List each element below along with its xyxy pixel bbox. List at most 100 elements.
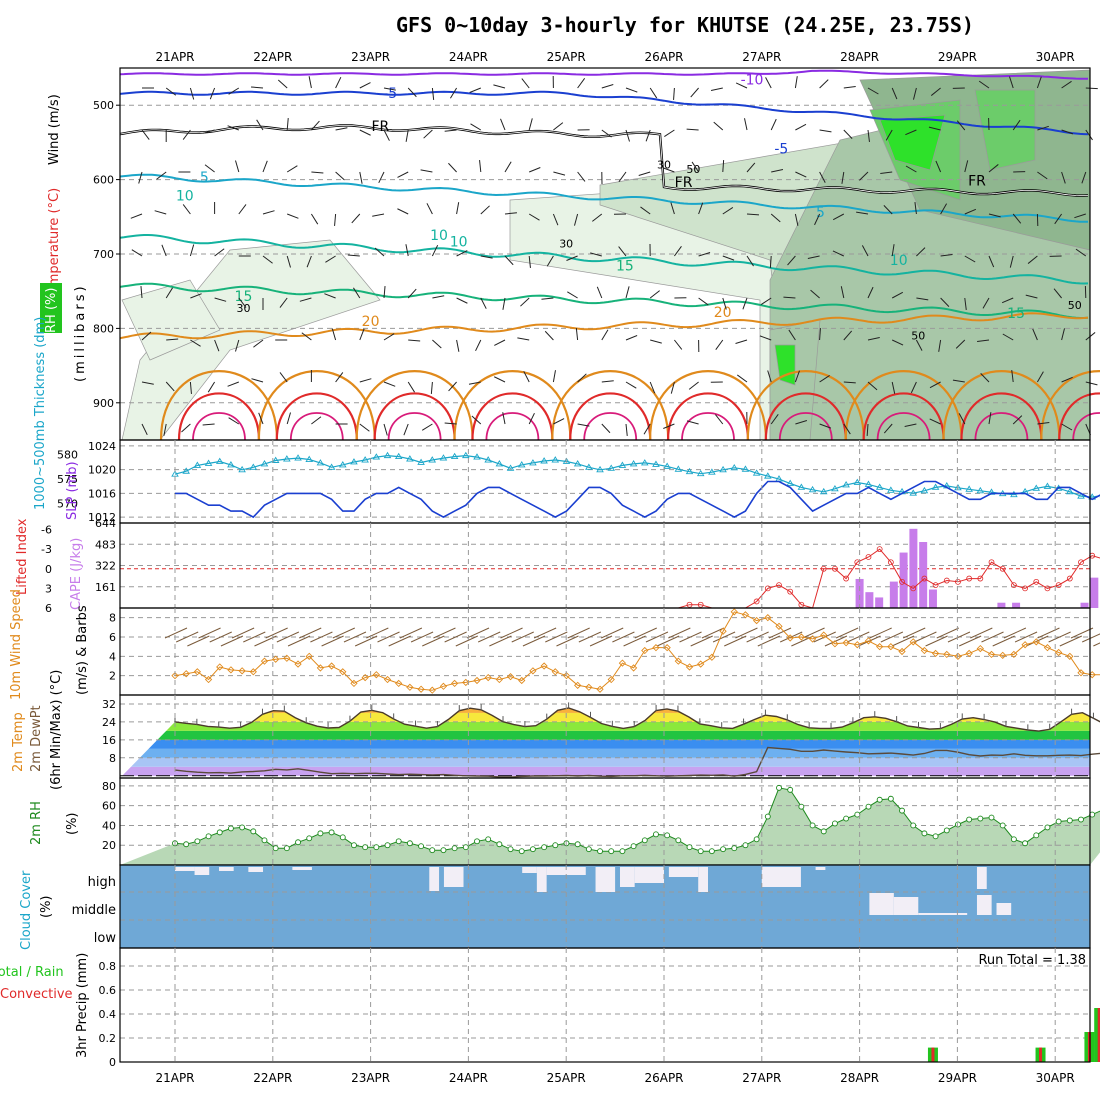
contour-warm-loop — [682, 413, 734, 440]
wind-tick: 8 — [109, 612, 116, 625]
rh-point — [307, 836, 312, 841]
wind-barb — [517, 338, 529, 340]
rh-point — [508, 847, 513, 852]
rh-point — [1023, 841, 1028, 846]
rh2m-label: 2m RH — [29, 801, 44, 845]
wind-barb — [650, 291, 659, 298]
precip-conv-bar — [931, 1048, 934, 1062]
contour-label: 10 — [450, 235, 468, 251]
cape-bar — [890, 582, 898, 608]
rh-point — [195, 839, 200, 844]
precip-tick: 0.2 — [99, 1032, 117, 1045]
wind-barb — [699, 298, 709, 305]
rh-point — [407, 841, 412, 846]
temp-color-band — [120, 686, 1090, 695]
wind-barb-10m — [970, 628, 992, 638]
wind-barb — [311, 214, 317, 224]
wind-barb — [360, 172, 362, 184]
wind-barb — [820, 80, 829, 88]
rh-point — [598, 849, 603, 854]
wind-barb — [626, 130, 630, 141]
wind10m-label: 10m Wind Speed — [9, 589, 24, 700]
li-tick: -3 — [41, 543, 52, 556]
wind-barb — [493, 85, 505, 88]
rh-tick: 40 — [102, 819, 116, 832]
date-tick-top: 26APR — [644, 50, 683, 64]
rh-point — [318, 831, 323, 836]
dew-label-group: 2m DewPt — [29, 705, 44, 772]
slp-labels: 1000~500mb Thickness (dm) — [33, 317, 48, 510]
cape-bar — [997, 603, 1005, 608]
wind-barb — [626, 424, 627, 436]
wind-barb — [844, 87, 856, 88]
cloud-high-block — [219, 867, 234, 871]
cloud-level-label: high — [88, 875, 116, 890]
wind-barb-10m — [747, 632, 769, 642]
rh-point — [530, 847, 535, 852]
wind-barb — [626, 286, 629, 298]
pressure-tick: 800 — [93, 322, 114, 335]
wind-barb — [421, 170, 433, 172]
rh-point — [542, 845, 547, 850]
rh-point — [653, 832, 658, 837]
wind-barb — [650, 88, 657, 98]
wind-barb — [522, 79, 529, 88]
wind-barb — [457, 298, 468, 303]
wind-barb-10m — [322, 636, 344, 646]
cloud-level-label: middle — [72, 903, 116, 918]
rh-point — [575, 842, 580, 847]
wind-barb — [432, 88, 433, 100]
contour-label: 15 — [1007, 306, 1025, 322]
date-tick-top: 24APR — [449, 50, 488, 64]
wind-barb — [360, 83, 371, 88]
wind-barb — [335, 214, 336, 226]
pressure-tick: 700 — [93, 248, 114, 261]
rh-point — [978, 816, 983, 821]
wind-barb — [626, 88, 637, 92]
cloud-high-block — [816, 867, 826, 870]
cape-bar — [875, 597, 883, 608]
cloud-high-block — [444, 867, 464, 887]
cape-bar — [1081, 603, 1089, 608]
wind-barb — [545, 331, 553, 340]
wind-barb — [646, 130, 650, 141]
wind-barb — [287, 412, 290, 424]
wind-barb — [427, 203, 432, 214]
temp-color-band — [120, 731, 1090, 740]
rh-tick: 80 — [102, 780, 116, 793]
rh-point — [374, 845, 379, 850]
cloud-high-block — [429, 867, 439, 891]
minmax-label: (6hr Min/Max) (°C) — [49, 670, 64, 790]
wind-barb-10m — [467, 628, 489, 638]
precip-tick: 0.4 — [99, 1008, 117, 1021]
precip-total-label: Total / Rain — [0, 965, 64, 980]
wind-barb — [263, 161, 267, 172]
wind-barb — [384, 424, 387, 436]
slp-tick: 1016 — [88, 487, 116, 500]
wind-barb — [470, 88, 481, 92]
wind-barb — [309, 76, 311, 88]
wind-barb — [844, 130, 852, 139]
rh-point — [385, 843, 390, 848]
wind-barb — [336, 128, 348, 130]
wind-barb — [162, 245, 166, 256]
wind-barb-10m — [937, 628, 959, 638]
rh-point — [821, 829, 826, 834]
wind-barb — [408, 340, 420, 341]
rh-point — [631, 844, 636, 849]
wind-barb — [215, 249, 225, 256]
wind-barb — [404, 424, 408, 435]
cape-bar — [865, 592, 873, 608]
cloud-mid-block — [918, 913, 967, 915]
rh-point — [1067, 818, 1072, 823]
wind-barb — [132, 250, 142, 256]
rh-point — [519, 849, 524, 854]
rh-point — [296, 840, 301, 845]
rh-point — [262, 838, 267, 843]
wind-barb — [139, 172, 142, 184]
wind-barb — [505, 162, 511, 172]
contour-label: 10 — [176, 188, 194, 204]
li-tick: 0 — [45, 563, 52, 576]
